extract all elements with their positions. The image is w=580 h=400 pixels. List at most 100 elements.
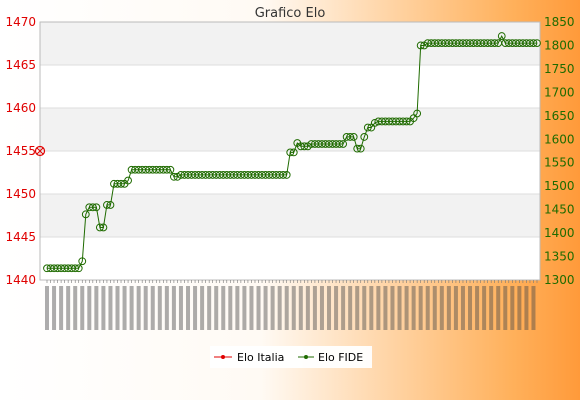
- data-point-elo-fide: [88, 203, 97, 212]
- x-tick-label: [482, 286, 487, 330]
- data-point-elo-fide: [279, 171, 288, 179]
- x-tick-label: [503, 286, 508, 330]
- grid-band: [40, 65, 540, 108]
- y-left-tick-label: 1460: [5, 101, 36, 115]
- x-axis-ticks: [45, 280, 538, 330]
- x-tick-label: [418, 286, 423, 330]
- x-tick-label: [263, 286, 268, 330]
- legend-marker-elo-italia: [221, 355, 225, 359]
- chart-title: Grafico Elo: [255, 6, 326, 21]
- y-right-tick-label: 1700: [544, 85, 575, 99]
- x-tick-label: [355, 286, 360, 330]
- x-tick-label: [397, 286, 402, 330]
- data-point-elo-fide: [349, 133, 358, 141]
- y-right-tick-label: 1450: [544, 203, 575, 217]
- data-point-elo-italia-cross: [36, 147, 44, 155]
- x-tick-label: [228, 286, 233, 330]
- legend-item-elo-italia: Elo Italia: [214, 351, 284, 364]
- x-tick-label: [496, 286, 501, 330]
- y-right-tick-label: 1800: [544, 38, 575, 52]
- data-point-elo-fide: [413, 109, 422, 118]
- x-tick-label: [150, 286, 155, 330]
- legend-label-elo-italia: Elo Italia: [237, 351, 284, 364]
- data-point-elo-fide: [356, 144, 365, 153]
- data-point-elo-fide: [92, 203, 101, 212]
- x-tick-label: [59, 286, 64, 330]
- data-point-elo-fide: [529, 39, 538, 48]
- x-tick-label: [94, 286, 99, 330]
- x-tick-label: [432, 286, 437, 330]
- x-tick-label: [475, 286, 480, 330]
- x-tick-label: [143, 286, 148, 330]
- x-tick-label: [348, 286, 353, 330]
- data-point-elo-fide: [346, 133, 355, 141]
- x-tick-label: [341, 286, 346, 330]
- data-point-elo-fide: [117, 179, 125, 188]
- y-left-tick-label: 1445: [5, 230, 36, 244]
- x-tick-label: [390, 286, 395, 330]
- x-tick-label: [200, 286, 205, 330]
- grid-band: [40, 194, 540, 237]
- x-tick-label: [489, 286, 494, 330]
- x-tick-label: [193, 286, 198, 330]
- y-left-tick-label: 1440: [5, 273, 36, 287]
- data-point-elo-fide: [106, 201, 115, 209]
- y-right-tick-label: 1500: [544, 179, 575, 193]
- data-point-elo-fide: [282, 171, 291, 179]
- x-tick-label: [291, 286, 296, 330]
- data-point-elo-fide: [416, 41, 425, 50]
- y-right-tick-label: 1850: [544, 15, 575, 29]
- plot-grid: [39, 21, 541, 281]
- series-layer: [34, 32, 541, 273]
- y-axis-right: 1300 1350 1400 1450 1500 1550 1600 1650 1700 1750…: [544, 15, 575, 287]
- grid-band: [40, 237, 540, 280]
- x-tick-label: [235, 286, 240, 330]
- data-point-elo-fide: [533, 39, 541, 48]
- x-tick-label: [66, 286, 71, 330]
- x-tick-label: [221, 286, 226, 330]
- x-tick-label: [460, 286, 465, 330]
- x-tick-label: [362, 286, 367, 330]
- y-right-tick-label: 1600: [544, 132, 575, 146]
- x-tick-label: [517, 286, 522, 330]
- y-right-tick-label: 1750: [544, 62, 575, 76]
- x-tick-label: [129, 286, 134, 330]
- y-right-tick-label: 1400: [544, 226, 575, 240]
- y-right-tick-label: 1350: [544, 250, 575, 264]
- x-tick-label: [510, 286, 515, 330]
- x-tick-label: [334, 286, 339, 330]
- data-point-elo-fide: [81, 210, 90, 219]
- x-tick-label: [369, 286, 374, 330]
- data-point-elo-fide: [490, 39, 499, 48]
- data-point-elo-fide: [166, 165, 175, 174]
- legend-item-elo-fide: Elo FIDE: [298, 351, 363, 364]
- x-tick-label: [186, 286, 191, 330]
- legend-marker-elo-fide: [304, 355, 308, 359]
- x-tick-label: [136, 286, 141, 330]
- data-point-elo-fide: [286, 148, 295, 157]
- x-tick-label: [468, 286, 473, 330]
- data-point-elo-fide: [99, 223, 108, 232]
- legend: Elo Italia Elo FIDE: [210, 346, 372, 368]
- x-tick-label: [178, 286, 183, 330]
- data-point-elo-fide: [360, 133, 369, 141]
- data-point-elo-fide: [339, 140, 348, 148]
- y-axis-left: 1440 1445 1450 1455 1460 1465 1470: [5, 15, 36, 287]
- x-tick-label: [411, 286, 416, 330]
- legend-label-elo-fide: Elo FIDE: [318, 351, 363, 364]
- legend-box: [210, 346, 372, 368]
- x-tick-label: [305, 286, 310, 330]
- x-tick-label: [256, 286, 261, 330]
- data-point-elo-fide: [300, 142, 309, 151]
- data-point-elo-fide: [363, 123, 372, 132]
- y-left-tick-label: 1450: [5, 187, 36, 201]
- x-tick-label: [404, 286, 409, 330]
- data-point-elo-fide: [124, 176, 132, 185]
- x-tick-label: [312, 286, 317, 330]
- x-tick-label: [115, 286, 120, 330]
- data-point-elo-fide: [335, 140, 344, 148]
- x-tick-label: [45, 286, 49, 330]
- x-tick-label: [214, 286, 219, 330]
- data-point-elo-fide: [71, 264, 80, 273]
